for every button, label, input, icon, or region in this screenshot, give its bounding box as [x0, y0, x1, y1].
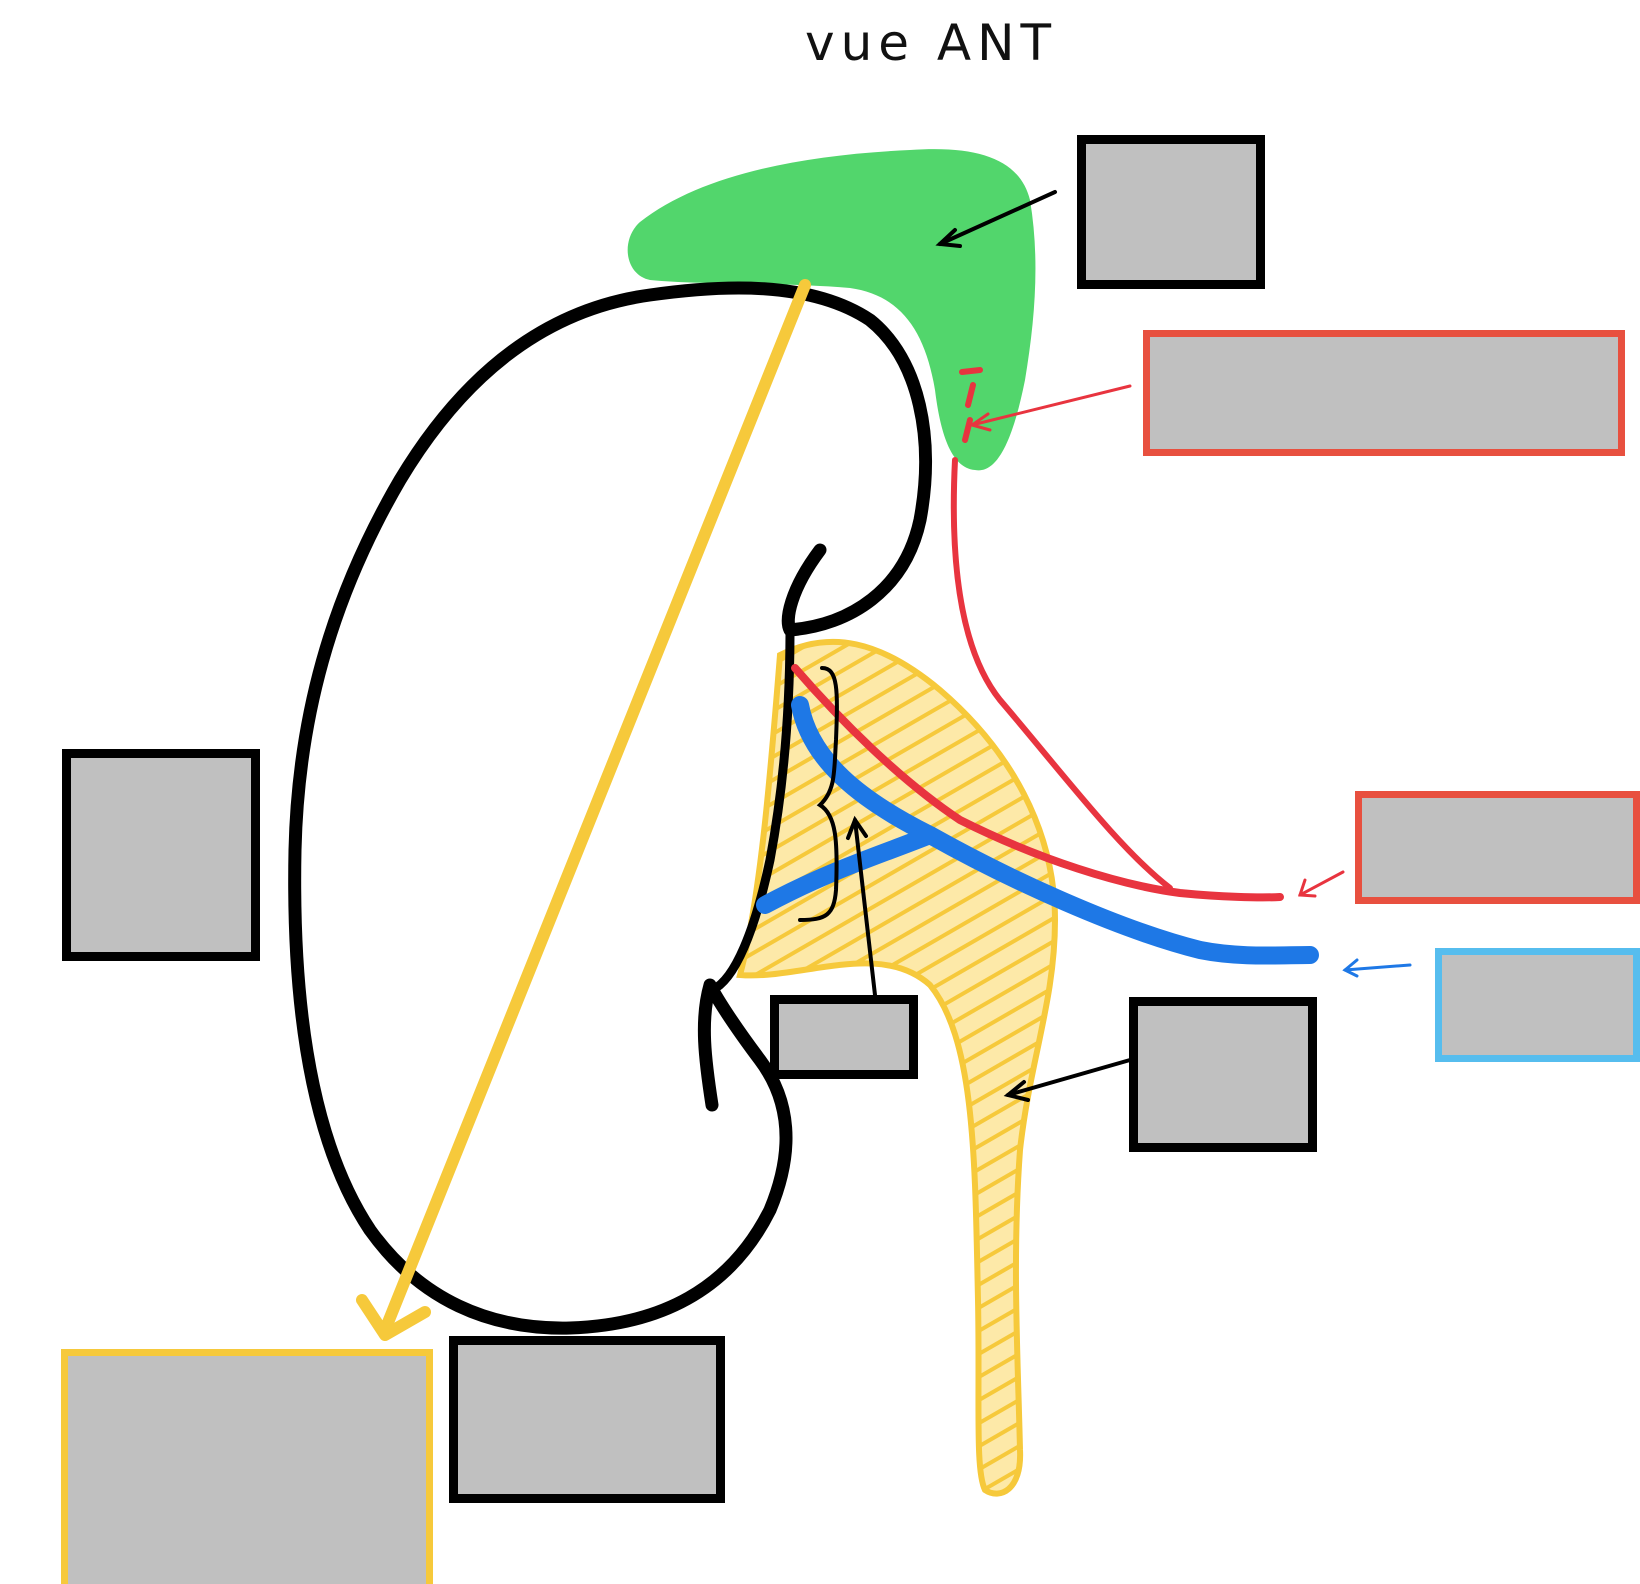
kidney-hilum-edge — [707, 625, 795, 995]
pointer-vein — [1342, 958, 1412, 978]
adrenal-gland — [627, 149, 1036, 471]
label-box-kidney-axis[interactable] — [61, 1349, 433, 1584]
pointer-ureter — [1003, 1058, 1132, 1102]
label-box-upper-artery[interactable] — [1143, 330, 1625, 456]
renal-vein-lower — [756, 826, 939, 914]
label-box-hilum[interactable] — [770, 995, 918, 1079]
kidney-outline — [288, 281, 933, 1335]
pointer-hilum — [846, 815, 877, 997]
label-box-adrenal-gland[interactable] — [1077, 135, 1265, 289]
pointer-artery-lower — [1297, 870, 1345, 898]
renal-vein-upper — [791, 696, 1319, 965]
view-title: vue ANT — [805, 14, 1057, 72]
label-box-lateral-border[interactable] — [62, 749, 260, 961]
hilum-brace — [798, 666, 839, 922]
kidney-axis-line — [379, 279, 811, 1336]
axis-arrowhead — [356, 1294, 431, 1341]
label-box-lower-pole[interactable] — [449, 1336, 725, 1503]
pointer-artery-upper — [968, 384, 1132, 432]
label-box-ureter[interactable] — [1129, 997, 1317, 1152]
label-box-renal-artery[interactable] — [1355, 791, 1640, 904]
pointer-gland — [935, 190, 1057, 248]
renal-artery — [791, 664, 1284, 902]
label-box-renal-vein[interactable] — [1435, 948, 1640, 1062]
upper-artery — [950, 457, 1173, 891]
adrenal-artery-dashes — [959, 367, 983, 443]
